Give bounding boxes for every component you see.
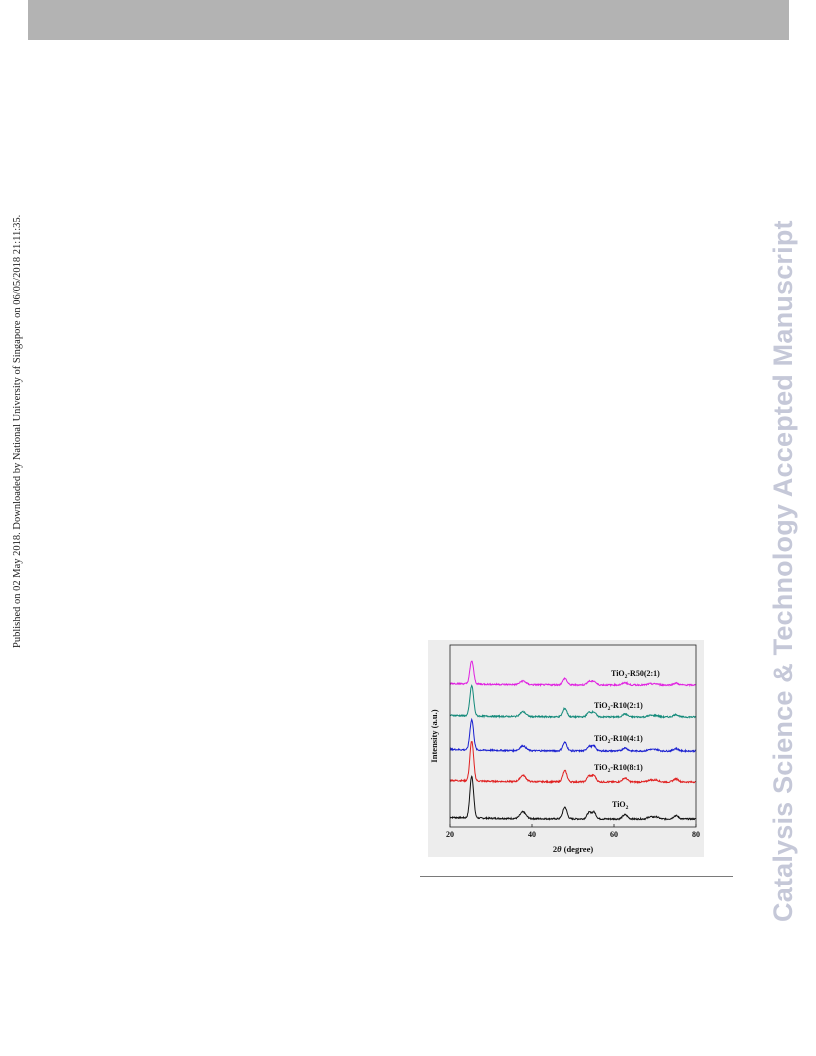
download-note: Published on 02 May 2018. Downloaded by … bbox=[12, 214, 23, 648]
header-bar bbox=[28, 0, 789, 40]
x-tick-label: 60 bbox=[610, 830, 618, 839]
x-tick-label: 80 bbox=[692, 830, 700, 839]
series-label-suffix: -R50(2:1) bbox=[627, 669, 660, 678]
journal-watermark: Catalysis Science & Technology Accepted … bbox=[768, 220, 798, 922]
series-label-suffix: -R10(4:1) bbox=[610, 734, 643, 743]
series-label-subscript: 2 bbox=[625, 674, 628, 680]
series-label-suffix: -R10(2:1) bbox=[610, 701, 643, 710]
series-label-main: TiO bbox=[594, 734, 608, 743]
x-axis-title-part: (degree) bbox=[561, 844, 593, 854]
series-line bbox=[449, 717, 697, 754]
series-line bbox=[449, 660, 697, 688]
series-label: TiO2-R50(2:1) bbox=[611, 669, 660, 680]
series-line bbox=[449, 775, 697, 821]
series-label-main: TiO bbox=[611, 669, 625, 678]
plot-frame bbox=[449, 644, 697, 828]
xrd-chart: TiO2TiO2-R10(8:1)TiO2-R10(4:1)TiO2-R10(2… bbox=[429, 644, 700, 854]
series-label-main: TiO bbox=[594, 701, 608, 710]
series-layer bbox=[449, 660, 697, 821]
figure-divider bbox=[420, 876, 733, 877]
series-label: TiO2-R10(4:1) bbox=[594, 734, 643, 745]
series-label: TiO2 bbox=[612, 800, 629, 811]
x-axis-title-part: 2 bbox=[553, 844, 557, 854]
label-layer: TiO2TiO2-R10(8:1)TiO2-R10(4:1)TiO2-R10(2… bbox=[594, 669, 660, 811]
series-label-main: TiO bbox=[612, 800, 626, 809]
tick-layer: 20 40 60 80 bbox=[446, 824, 700, 839]
series-line bbox=[449, 741, 697, 785]
series-label-subscript: 2 bbox=[608, 768, 611, 774]
series-label-subscript: 2 bbox=[608, 739, 611, 745]
series-label-subscript: 2 bbox=[608, 706, 611, 712]
series-label: TiO2-R10(2:1) bbox=[594, 701, 643, 712]
series-label-subscript: 2 bbox=[626, 805, 629, 811]
x-tick-label: 40 bbox=[528, 830, 536, 839]
series-label-main: TiO bbox=[594, 763, 608, 772]
y-axis-title: Intensity (a.u.) bbox=[429, 709, 439, 762]
x-axis-title: 2θ (degree) bbox=[553, 844, 594, 854]
xrd-figure: TiO2 TiO2-R10(8:1) TiO2-R10(4:1) TiO2-R10(2… bbox=[428, 640, 704, 857]
series-label-suffix: -R10(8:1) bbox=[610, 763, 643, 772]
x-axis-title-theta: θ bbox=[557, 844, 562, 854]
series-line bbox=[449, 684, 697, 719]
series-label: TiO2-R10(8:1) bbox=[594, 763, 643, 774]
x-tick-label: 20 bbox=[446, 830, 454, 839]
